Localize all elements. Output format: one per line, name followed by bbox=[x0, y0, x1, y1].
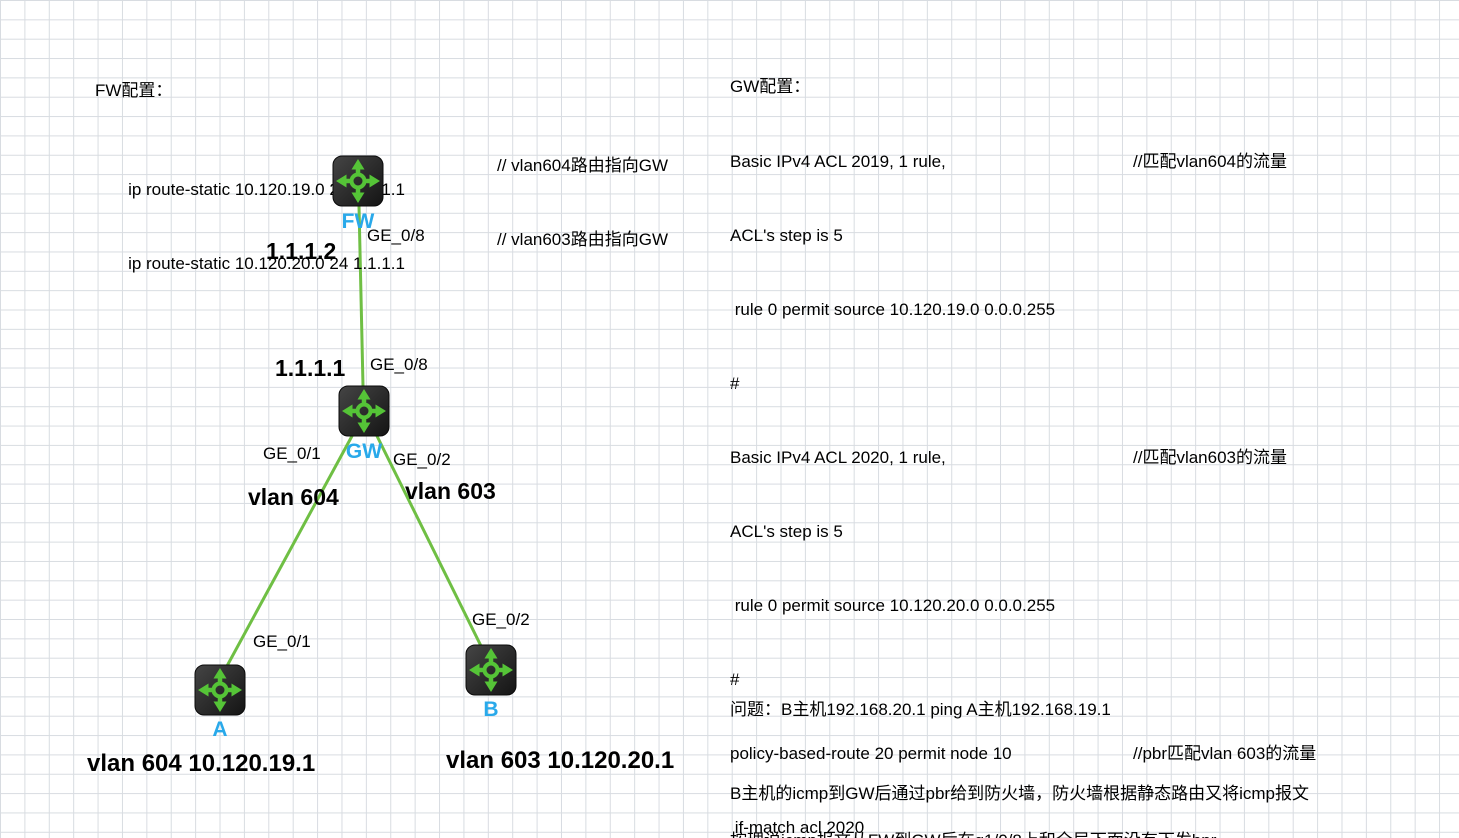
vlan-label-603: vlan 603 bbox=[405, 478, 496, 504]
ip-label-gw: 1.1.1.1 bbox=[275, 355, 346, 381]
router-icon bbox=[332, 155, 384, 207]
config-comment: // vlan603路由指向GW bbox=[497, 229, 668, 249]
config-code: ip route-static 10.120.20.0 24 1.1.1.1 bbox=[123, 254, 405, 274]
link-gw-a[interactable] bbox=[225, 434, 354, 668]
port-label-gw-ge02: GE_0/2 bbox=[393, 450, 451, 469]
node-gw[interactable] bbox=[338, 385, 390, 437]
port-label-a-ge01: GE_0/1 bbox=[253, 632, 311, 651]
router-icon bbox=[465, 644, 517, 696]
config-comment: // vlan604路由指向GW bbox=[497, 155, 668, 175]
config-code: ACL's step is 5 bbox=[730, 521, 843, 541]
question-paragraph-2: 按理说icmp报文从FW到GW后在g1/0/8上和全局下面没有下发bpr 不应该… bbox=[730, 776, 1216, 838]
question-paragraph: 问题：B主机192.168.20.1 ping A主机192.168.19.1 … bbox=[730, 640, 1309, 838]
router-icon bbox=[194, 664, 246, 716]
question-line: B主机的icmp到GW后通过pbr给到防火墙，防火墙根据静态路由又将icmp报文 bbox=[730, 784, 1309, 803]
question-line: 问题：B主机192.168.20.1 ping A主机192.168.19.1 bbox=[730, 700, 1111, 719]
node-label-gw: GW bbox=[345, 440, 383, 463]
config-code: policy-based-route 20 permit node 10 bbox=[730, 744, 1012, 764]
node-fw[interactable] bbox=[332, 155, 384, 207]
vlan-label-604: vlan 604 bbox=[248, 484, 339, 510]
gw-config-block: GW配置： Basic IPv4 ACL 2019, 1 rule, //匹配vl… bbox=[730, 26, 1316, 838]
link-gw-b[interactable] bbox=[375, 434, 484, 650]
node-label-a: A bbox=[212, 718, 228, 741]
port-label-gw-ge01: GE_0/1 bbox=[263, 444, 321, 463]
node-label-fw: FW bbox=[341, 210, 375, 233]
gw-config-title: GW配置： bbox=[730, 77, 811, 97]
caption-host-a: vlan 604 10.120.19.1 bbox=[87, 750, 316, 777]
config-code: rule 0 permit source 10.120.19.0 0.0.0.2… bbox=[730, 299, 1056, 319]
question-line: 按理说icmp报文从FW到GW后在g1/0/8上和全局下面没有下发bpr bbox=[730, 828, 1216, 838]
config-code: # bbox=[730, 373, 740, 393]
config-code: ACL's step is 5 bbox=[730, 225, 843, 245]
port-label-b-ge02: GE_0/2 bbox=[472, 610, 530, 629]
config-code: Basic IPv4 ACL 2019, 1 rule, bbox=[730, 151, 946, 171]
fw-config-title: FW配置： bbox=[95, 81, 173, 101]
config-code: Basic IPv4 ACL 2020, 1 rule, bbox=[730, 447, 946, 467]
port-label-fw-ge08: GE_0/8 bbox=[367, 226, 425, 245]
node-label-b: B bbox=[483, 698, 499, 721]
port-label-gw-ge08: GE_0/8 bbox=[370, 355, 428, 374]
link-fw-gw[interactable] bbox=[357, 204, 365, 388]
node-a[interactable] bbox=[194, 664, 246, 716]
config-comment: //匹配vlan603的流量 bbox=[1133, 447, 1287, 467]
config-comment: //匹配vlan604的流量 bbox=[1133, 151, 1287, 171]
config-comment: //pbr匹配vlan 603的流量 bbox=[1133, 744, 1317, 764]
config-code: # bbox=[730, 670, 740, 690]
config-line: ip route-static 10.120.20.0 24 1.1.1.1 /… bbox=[95, 228, 668, 274]
node-b[interactable] bbox=[465, 644, 517, 696]
config-code: rule 0 permit source 10.120.20.0 0.0.0.2… bbox=[730, 596, 1056, 616]
caption-host-b: vlan 603 10.120.20.1 bbox=[446, 747, 675, 774]
router-icon bbox=[338, 385, 390, 437]
ip-label-fw: 1.1.1.2 bbox=[266, 238, 337, 264]
config-code: if-match acl 2020 bbox=[730, 818, 865, 838]
